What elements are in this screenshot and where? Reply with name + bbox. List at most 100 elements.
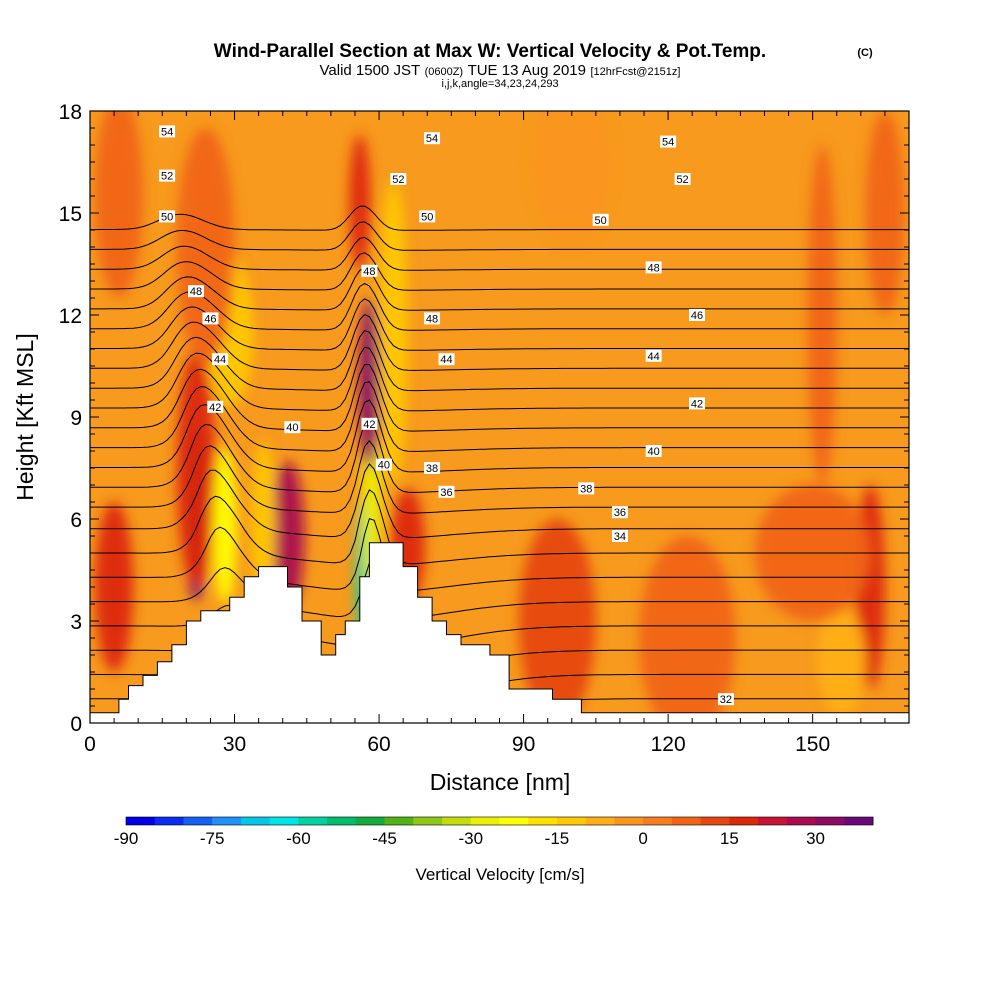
contour-label-text: 48 (363, 266, 375, 278)
colorbar-swatch-12 (470, 817, 500, 825)
colorbar-swatch-23 (786, 817, 817, 825)
velocity-cell-16 (807, 145, 837, 485)
contour-label-8: 54 (424, 132, 441, 145)
contour-label-box (159, 169, 176, 182)
contour-label-text: 48 (648, 262, 660, 274)
velocity-cell-1 (176, 349, 216, 587)
colorbar-swatch-17 (614, 817, 644, 825)
y-tick-label: 9 (70, 407, 82, 430)
contour-label-23: 44 (645, 349, 662, 363)
theta-contour-44 (90, 381, 909, 452)
contour-label-box (361, 264, 378, 277)
theta-contour-38 (90, 517, 909, 591)
y-tick-label: 0 (70, 713, 82, 736)
velocity-cell-14 (94, 111, 143, 298)
contour-label-text: 46 (691, 310, 703, 322)
theta-contour-48 (90, 314, 909, 371)
colorbar-swatch-14 (528, 817, 558, 825)
colorbar-tick-label: -60 (286, 829, 311, 848)
subtitle-forecast: [12hrFcst@2151z] (590, 66, 680, 78)
contour-label-1: 52 (159, 169, 176, 183)
contour-label-box (424, 312, 441, 325)
contour-label-text: 40 (648, 446, 660, 458)
contour-label-text: 40 (378, 460, 390, 472)
contour-label-box (717, 693, 734, 706)
contour-label-box (645, 445, 662, 457)
velocity-cell-9 (379, 179, 408, 485)
contour-label-box (689, 397, 706, 410)
theta-contour-53 (90, 236, 909, 271)
colorbar-swatch-2 (183, 817, 213, 825)
contour-label-text: 54 (426, 133, 438, 145)
contour-label-text: 42 (209, 402, 221, 414)
velocity-cell-21 (533, 111, 611, 247)
theta-contour-52 (90, 252, 909, 291)
contour-label-box (674, 173, 691, 185)
contour-label-4: 46 (202, 312, 219, 325)
contour-label-text: 32 (720, 694, 732, 706)
colorbar-tick-label: 0 (638, 829, 647, 848)
contour-label-text: 50 (595, 215, 607, 227)
colorbar-swatch-24 (815, 817, 845, 825)
colorbar-swatch-13 (499, 817, 529, 825)
y-tick-label: 15 (59, 203, 82, 226)
colorbar-swatch-1 (154, 817, 184, 825)
contour-label-box (212, 353, 229, 366)
contour-label-text: 52 (161, 171, 173, 183)
velocity-cell-2 (212, 447, 237, 604)
contour-label-12: 48 (424, 312, 441, 325)
contour-label-text: 50 (421, 211, 433, 223)
subtitle-line: Valid 1500 JST (0600Z) TUE 13 Aug 2019 [… (320, 62, 681, 79)
contour-label-box (438, 485, 455, 498)
velocity-cell-15 (865, 111, 905, 315)
theta-contour-42 (90, 418, 909, 493)
theta-contour-39 (90, 489, 909, 565)
colorbar-tick-label: 15 (720, 829, 739, 848)
contour-label-29: 32 (717, 693, 734, 706)
y-tick-label: 12 (59, 305, 82, 328)
contour-label-box (361, 417, 378, 430)
contour-label-box (424, 462, 441, 474)
contour-label-text: 52 (676, 174, 688, 186)
contour-label-text: 42 (691, 398, 703, 410)
contour-label-13: 44 (438, 353, 455, 366)
contour-label-11: 48 (361, 264, 378, 278)
colorbar-swatch-3 (212, 817, 242, 825)
velocity-cell-7 (358, 298, 381, 468)
contour-label-box (424, 132, 441, 145)
x-axis: 0 30 60 90 120 150 (84, 111, 910, 756)
contour-label-text: 54 (161, 126, 173, 138)
velocity-cell-8 (349, 134, 371, 271)
contour-label-text: 36 (440, 487, 452, 499)
chart-title: Wind-Parallel Section at Max W: Vertical… (214, 41, 766, 62)
contour-label-22: 46 (689, 309, 706, 322)
colorbar-swatch-5 (269, 817, 299, 825)
contour-label-box (438, 353, 455, 366)
colorbar-swatch-22 (758, 817, 788, 825)
contour-label-box (592, 213, 609, 226)
theta-contour-54 (90, 221, 909, 251)
colorbar-swatch-21 (729, 817, 759, 825)
velocity-cell-12 (94, 502, 134, 672)
colorbar-tick-label: -30 (458, 829, 483, 848)
subtitle-valid: Valid 1500 JST (320, 62, 421, 79)
contour-label-text: 48 (426, 313, 438, 325)
contour-label-18: 54 (660, 135, 677, 149)
colorbar-tick-label: -75 (200, 829, 225, 848)
theta-contour-49 (90, 298, 909, 351)
x-tick-label: 150 (795, 733, 830, 756)
x-axis-label: Distance [nm] (430, 769, 571, 795)
contour-label-28: 34 (611, 530, 628, 543)
colorbar-swatch-20 (700, 817, 730, 825)
contour-label-box (390, 173, 407, 185)
contour-label-17: 36 (438, 485, 455, 499)
contour-label-box (645, 349, 662, 362)
contour-label-text: 38 (580, 483, 592, 495)
y-tick-label: 6 (70, 509, 82, 532)
contour-label-box (375, 458, 392, 471)
contour-label-19: 52 (674, 173, 691, 186)
